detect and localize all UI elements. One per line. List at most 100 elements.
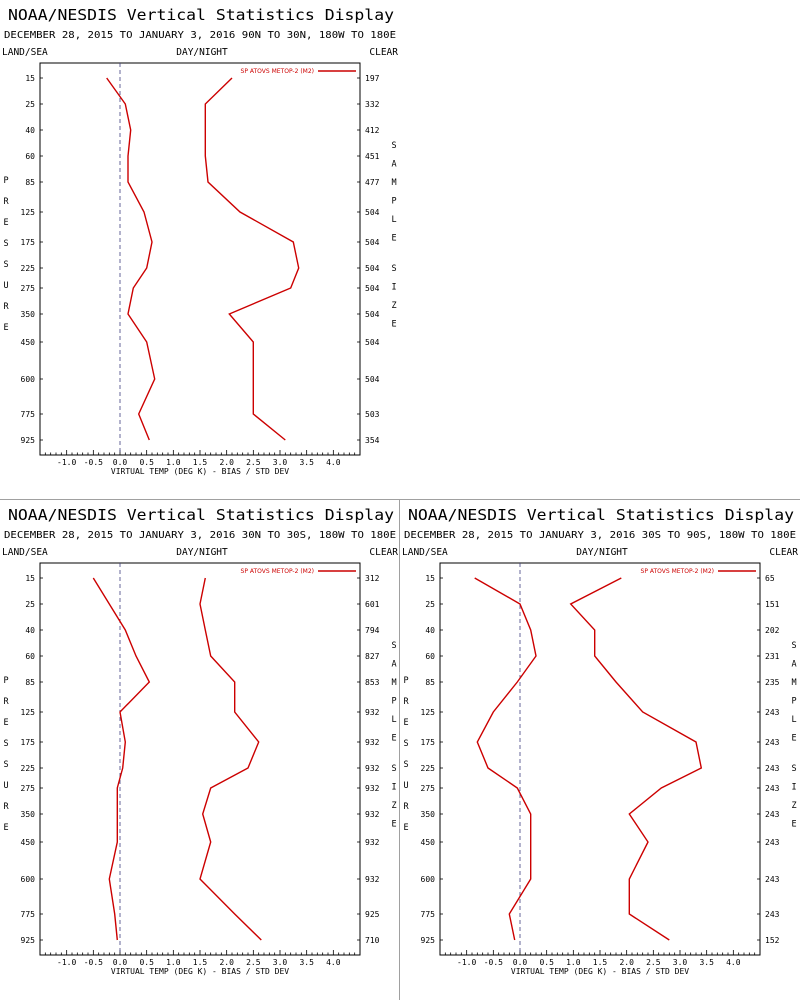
plot-frame bbox=[439, 562, 761, 956]
pressure-level-label: 275 bbox=[21, 784, 36, 793]
bias-series-line bbox=[106, 77, 156, 441]
pressure-level-label: 60 bbox=[425, 652, 435, 661]
pressure-axis-letter: U bbox=[3, 281, 8, 291]
plot-frame bbox=[39, 562, 361, 956]
pressure-level-label: 600 bbox=[21, 875, 36, 884]
day-night-label: DAY/NIGHT bbox=[176, 47, 228, 58]
pressure-axis-letter: S bbox=[3, 239, 8, 249]
pressure-level-label: 125 bbox=[21, 208, 36, 217]
sample-size-label: 243 bbox=[765, 738, 780, 747]
horizontal-divider bbox=[0, 499, 800, 500]
x-tick-label: 3.5 bbox=[299, 958, 314, 967]
pressure-level-label: 175 bbox=[21, 238, 36, 247]
x-tick-label: 3.5 bbox=[699, 958, 714, 967]
chart-panel-30n-30s: NOAA/NESDIS Vertical Statistics Display D… bbox=[0, 500, 400, 1000]
pressure-level-label: 600 bbox=[21, 375, 36, 384]
chart-svg-90n-30n: NOAA/NESDIS Vertical Statistics Display D… bbox=[2, 6, 398, 476]
day-night-label: DAY/NIGHT bbox=[176, 547, 228, 558]
pressure-level-label: 85 bbox=[25, 678, 35, 687]
sample-axis-letter: I bbox=[391, 283, 396, 293]
x-tick-label: 0.0 bbox=[513, 958, 528, 967]
vertical-divider bbox=[399, 499, 400, 1000]
sample-size-label: 202 bbox=[765, 626, 780, 635]
sample-size-label: 504 bbox=[365, 310, 380, 319]
pressure-axis-letter: P bbox=[3, 676, 8, 686]
x-tick-label: 2.0 bbox=[619, 958, 634, 967]
sample-size-label: 243 bbox=[765, 708, 780, 717]
pressure-level-label: 925 bbox=[421, 936, 436, 945]
pressure-axis-letter: S bbox=[3, 739, 8, 749]
x-axis-label: VIRTUAL TEMP (DEG K) - BIAS / STD DEV bbox=[111, 967, 289, 976]
chart-panel-30s-90s: NOAA/NESDIS Vertical Statistics Display D… bbox=[400, 500, 800, 1000]
x-tick-label: 0.0 bbox=[113, 458, 128, 467]
sample-axis-letter: M bbox=[791, 678, 796, 688]
sample-size-label: 932 bbox=[365, 784, 380, 793]
sample-axis-letter: S bbox=[391, 141, 396, 151]
pressure-axis-letter: R bbox=[3, 302, 9, 312]
sample-size-label: 925 bbox=[365, 910, 380, 919]
pressure-level-label: 775 bbox=[21, 910, 36, 919]
plot-frame bbox=[39, 62, 361, 456]
pressure-level-label: 25 bbox=[25, 100, 35, 109]
sample-axis-letter: A bbox=[791, 660, 796, 670]
sample-axis-letter: P bbox=[391, 197, 396, 207]
pressure-axis-letter: P bbox=[3, 176, 8, 186]
sample-size-label: 152 bbox=[765, 936, 780, 945]
sample-size-label: 504 bbox=[365, 208, 380, 217]
pressure-level-label: 225 bbox=[21, 264, 36, 273]
x-tick-label: 0.5 bbox=[139, 958, 154, 967]
x-tick-label: 2.0 bbox=[219, 458, 234, 467]
sample-size-label: 932 bbox=[365, 708, 380, 717]
x-tick-label: 4.0 bbox=[326, 458, 341, 467]
pressure-level-label: 175 bbox=[421, 738, 436, 747]
sample-size-label: 243 bbox=[765, 810, 780, 819]
x-tick-label: 1.5 bbox=[593, 958, 608, 967]
sample-size-label: 932 bbox=[365, 810, 380, 819]
pressure-level-label: 25 bbox=[25, 600, 35, 609]
sample-size-label: 231 bbox=[765, 652, 780, 661]
pressure-level-label: 40 bbox=[25, 126, 35, 135]
sample-size-label: 932 bbox=[365, 764, 380, 773]
x-tick-label: 0.5 bbox=[539, 958, 554, 967]
x-tick-label: -0.5 bbox=[84, 958, 103, 967]
land-sea-label: LAND/SEA bbox=[2, 47, 48, 58]
sample-axis-letter: E bbox=[391, 320, 396, 330]
std-dev-series-line bbox=[199, 577, 262, 941]
x-tick-label: -1.0 bbox=[57, 458, 76, 467]
x-tick-label: 3.0 bbox=[273, 458, 288, 467]
pressure-level-label: 775 bbox=[421, 910, 436, 919]
x-tick-label: 3.0 bbox=[673, 958, 688, 967]
pressure-level-label: 60 bbox=[25, 652, 35, 661]
pressure-level-label: 600 bbox=[421, 875, 436, 884]
pressure-level-label: 450 bbox=[421, 838, 436, 847]
sample-axis-letter: Z bbox=[391, 801, 396, 811]
chart-svg-30n-30s: NOAA/NESDIS Vertical Statistics Display D… bbox=[2, 506, 398, 976]
x-tick-label: 2.5 bbox=[246, 958, 261, 967]
sample-axis-letter: L bbox=[391, 715, 396, 725]
sample-size-label: 235 bbox=[765, 678, 780, 687]
chart-title: NOAA/NESDIS Vertical Statistics Display bbox=[8, 506, 394, 524]
sample-axis-letter: S bbox=[391, 764, 396, 774]
x-tick-label: 3.5 bbox=[299, 458, 314, 467]
pressure-level-label: 15 bbox=[425, 574, 435, 583]
pressure-axis-letter: E bbox=[3, 823, 8, 833]
pressure-level-label: 225 bbox=[21, 764, 36, 773]
x-tick-label: 1.0 bbox=[566, 958, 581, 967]
pressure-level-label: 15 bbox=[25, 74, 35, 83]
legend-label: SP ATOVS METOP-2 (M2) bbox=[641, 568, 714, 575]
chart-title: NOAA/NESDIS Vertical Statistics Display bbox=[8, 6, 394, 24]
x-tick-label: 2.5 bbox=[246, 458, 261, 467]
sample-size-label: 827 bbox=[365, 652, 380, 661]
x-tick-label: -1.0 bbox=[57, 958, 76, 967]
pressure-axis-letter: S bbox=[3, 760, 8, 770]
sample-size-label: 243 bbox=[765, 764, 780, 773]
x-tick-label: 1.0 bbox=[166, 958, 181, 967]
sample-size-label: 354 bbox=[365, 436, 380, 445]
sample-axis-letter: A bbox=[391, 160, 396, 170]
sample-size-label: 710 bbox=[365, 936, 380, 945]
sample-size-label: 243 bbox=[765, 910, 780, 919]
sample-axis-letter: I bbox=[791, 783, 796, 793]
pressure-level-label: 925 bbox=[21, 936, 36, 945]
sample-axis-letter: L bbox=[791, 715, 796, 725]
land-sea-label: LAND/SEA bbox=[2, 547, 48, 558]
